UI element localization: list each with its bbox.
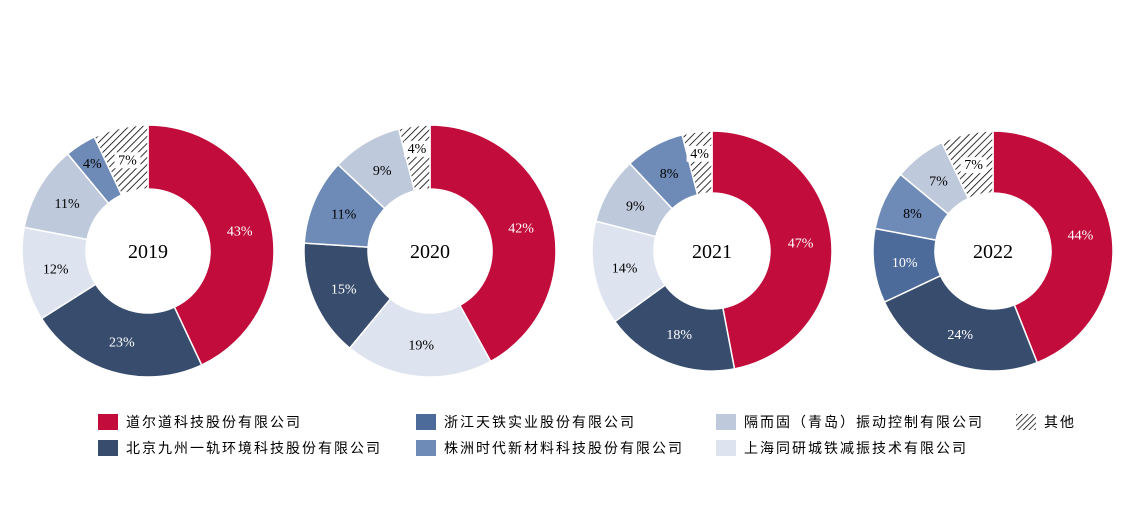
legend-item-other: 其他 xyxy=(1016,411,1076,433)
slice-label-2020-3: 11% xyxy=(331,208,356,223)
slice-label-2020-4: 9% xyxy=(373,164,392,179)
slice-label-2022-2: 10% xyxy=(892,256,918,271)
legend-item-jiuzhou: 北京九州一轨环境科技股份有限公司 xyxy=(98,437,382,459)
donut-2021: 47% 18% 14% 9% 8% 4% 2021 xyxy=(591,130,833,372)
legend-label: 北京九州一轨环境科技股份有限公司 xyxy=(126,441,382,457)
slice-2022-1 xyxy=(883,274,1039,372)
slice-label-2021-0: 47% xyxy=(788,237,814,252)
slice-label-2022-4: 7% xyxy=(929,175,948,190)
legend-swatch xyxy=(98,440,118,456)
legend-label: 浙江天铁实业股份有限公司 xyxy=(444,415,636,431)
slice-label-2019-0: 43% xyxy=(227,224,253,239)
legend-item-tongyan: 上海同研城铁减振技术有限公司 xyxy=(716,437,968,459)
center-year-label: 2022 xyxy=(973,241,1013,263)
slice-label-2020-5: 4% xyxy=(408,142,427,157)
slice-2020-0 xyxy=(429,124,557,363)
slice-label-bg xyxy=(960,157,987,174)
slice-label-bg xyxy=(403,140,430,157)
slice-label-2022-3: 8% xyxy=(903,207,922,222)
donut-2022: 44% 24% 10% 8% 7% 7% 2022 xyxy=(872,130,1114,372)
slice-label-2019-4: 4% xyxy=(83,157,102,172)
slice-label-2021-4: 8% xyxy=(660,167,679,182)
donut-2020: 42% 19% 15% 11% 9% 4% 2020 xyxy=(303,124,557,378)
slice-label-2020-1: 19% xyxy=(408,339,434,354)
slice-label-2021-1: 18% xyxy=(666,328,692,343)
slice-label-2019-5: 7% xyxy=(118,153,137,168)
slice-2019-0 xyxy=(147,124,275,367)
slice-2022-0 xyxy=(992,130,1114,364)
slice-label-2021-3: 9% xyxy=(626,200,645,215)
legend-swatch xyxy=(716,440,736,456)
legend-swatch xyxy=(416,440,436,456)
legend-item-geergu: 隔而固（青岛）振动控制有限公司 xyxy=(716,411,984,433)
legend-item-shidai: 株洲时代新材料科技股份有限公司 xyxy=(416,437,684,459)
legend-label: 隔而固（青岛）振动控制有限公司 xyxy=(744,415,984,431)
center-year-label: 2020 xyxy=(410,241,450,263)
slice-label-bg xyxy=(114,152,141,169)
slice-label-2021-2: 14% xyxy=(612,262,638,277)
slice-label-2022-5: 7% xyxy=(964,158,983,173)
legend-label: 其他 xyxy=(1044,415,1076,431)
legend-item-daoerdao: 道尔道科技股份有限公司 xyxy=(98,411,302,433)
slice-label-2019-3: 11% xyxy=(55,197,80,212)
legend-item-tiantie: 浙江天铁实业股份有限公司 xyxy=(416,411,636,433)
center-year-label: 2021 xyxy=(692,241,732,263)
slice-label-2022-1: 24% xyxy=(947,328,973,343)
slice-label-bg xyxy=(686,145,713,162)
slice-label-2020-2: 15% xyxy=(331,282,357,297)
slice-2019-1 xyxy=(40,283,203,378)
donut-2019: 43% 23% 12% 11% 4% 7% 2019 xyxy=(21,124,275,378)
legend-swatch-hatched xyxy=(1016,414,1036,430)
slice-label-2019-2: 12% xyxy=(43,263,69,278)
slice-2020-1 xyxy=(348,297,492,378)
slice-label-2022-0: 44% xyxy=(1068,228,1094,243)
legend-swatch xyxy=(416,414,436,430)
slice-label-2020-0: 42% xyxy=(508,222,534,237)
legend-label: 株洲时代新材料科技股份有限公司 xyxy=(444,441,684,457)
slice-2021-0 xyxy=(711,130,833,370)
legend-label: 上海同研城铁减振技术有限公司 xyxy=(744,441,968,457)
legend-swatch xyxy=(716,414,736,430)
slice-label-2019-1: 23% xyxy=(109,335,135,350)
legend-swatch xyxy=(98,414,118,430)
legend-label: 道尔道科技股份有限公司 xyxy=(126,415,302,431)
slice-label-2021-5: 4% xyxy=(690,147,709,162)
center-year-label: 2019 xyxy=(128,241,168,263)
